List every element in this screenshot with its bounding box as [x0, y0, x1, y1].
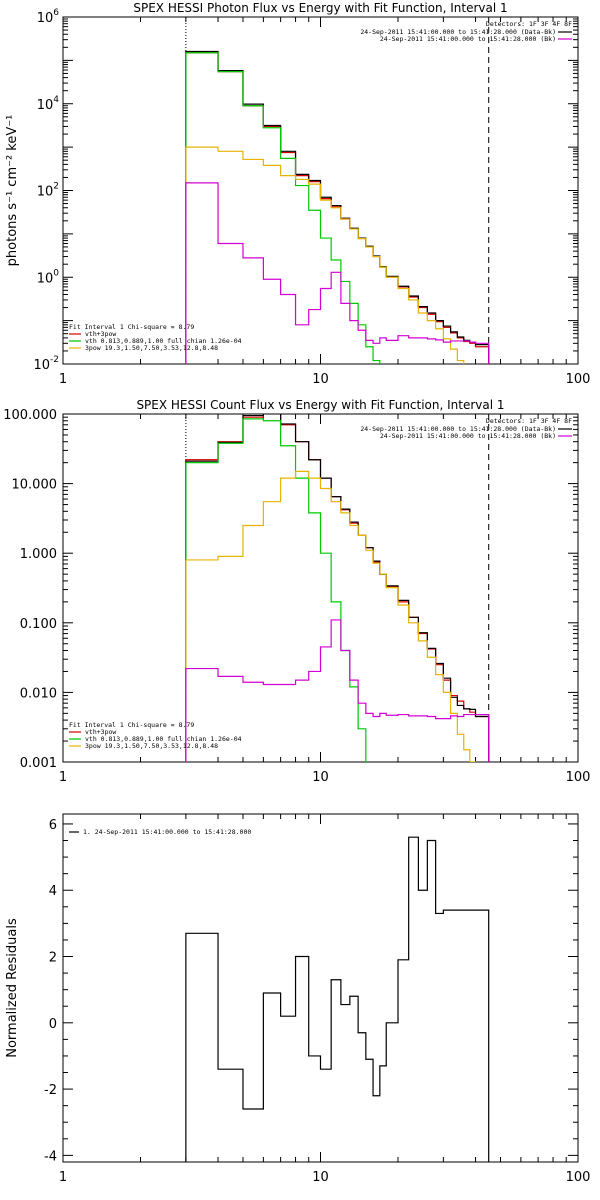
y-tick-label: 0.001	[20, 756, 57, 771]
y-tick-label-exp: 6	[53, 8, 59, 18]
y-tick-label-base: 10	[33, 358, 50, 373]
legend-entry: 24-Sep-2011 15:41:00.000 to 15:41:28.000…	[360, 28, 556, 36]
chart-panel-2: SPEX HESSI Count Flux vs Energy with Fit…	[3, 398, 591, 785]
y-tick-label-exp: 0	[53, 268, 59, 278]
fit-legend-entry: 3pow 19.3,1.50,7.50,3.53,12.8,8.48	[85, 742, 218, 750]
fit-legend-entry: vth 0.813,0.889,1.00 full chian 1.26e-04	[85, 735, 242, 743]
x-tick-label: 1	[59, 1170, 67, 1185]
legend-entry: 24-Sep-2011 15:41:00.000 to 15:41:28.000…	[380, 35, 556, 43]
series-line-2	[185, 50, 490, 364]
series-line-3	[185, 418, 367, 762]
x-tick-label: 100	[566, 770, 591, 785]
y-tick-label-exp: -2	[50, 355, 59, 365]
chart-title: SPEX HESSI Photon Flux vs Energy with Fi…	[133, 1, 507, 15]
y-tick-label: 104	[37, 95, 60, 113]
fit-legend-entry: 3pow 19.3,1.50,7.50,3.53,12.8,8.48	[85, 344, 218, 352]
legend-header: Detectors: 1F 3F 4F 8F	[486, 20, 572, 28]
y-tick-label: 4	[49, 884, 57, 899]
y-axis-label: Normalized Residuals	[5, 918, 20, 1058]
series-line-5	[185, 182, 490, 364]
y-tick-label-base: 10	[37, 11, 54, 26]
y-tick-label: 100	[37, 268, 60, 286]
series-line-3	[185, 52, 381, 364]
x-tick-label: 1	[59, 770, 67, 785]
y-tick-label-base: 10	[37, 185, 54, 200]
x-tick-label: 100	[566, 1170, 591, 1185]
legend-header: Detectors: 1F 3F 4F 8F	[486, 417, 572, 425]
y-tick-label-base: 10	[37, 98, 54, 113]
x-tick-label: 100	[566, 372, 591, 387]
y-tick-label: 1.000	[20, 547, 57, 562]
y-tick-label: 2	[49, 951, 57, 966]
series-line-4	[185, 146, 465, 364]
legend-entry: 24-Sep-2011 15:41:00.000 to 15:41:28.000…	[380, 432, 556, 440]
legend-entry: 1. 24-Sep-2011 15:41:00.000 to 15:41:28.…	[83, 828, 251, 836]
fit-legend-header: Fit Interval 1 Chi-square = 8.79	[69, 323, 194, 331]
y-tick-label-exp: 4	[53, 95, 59, 105]
x-tick-label: 10	[312, 1170, 329, 1185]
y-tick-label: -2	[44, 1083, 57, 1098]
series-line-2	[185, 414, 490, 762]
series-group	[185, 414, 490, 762]
y-tick-label: 0.100	[20, 617, 57, 632]
series-line-4	[185, 470, 477, 762]
series-line-5	[185, 619, 490, 762]
y-tick-label: 106	[37, 8, 60, 26]
fit-legend-header: Fit Interval 1 Chi-square = 8.79	[69, 721, 194, 729]
y-tick-label: 100.000	[3, 408, 57, 423]
legend-entry: 24-Sep-2011 15:41:00.000 to 15:41:28.000…	[360, 425, 556, 433]
y-tick-label-exp: 2	[53, 182, 59, 192]
y-tick-label: -4	[44, 1149, 57, 1164]
y-tick-label: 6	[49, 818, 57, 833]
series-line-1	[185, 836, 490, 1162]
y-tick-label: 10.000	[12, 478, 58, 493]
x-tick-label: 10	[312, 372, 329, 387]
series-group	[185, 836, 490, 1162]
series-line-1	[185, 414, 490, 762]
x-tick-label: 1	[59, 372, 67, 387]
chart-panel-3: 1 10 100 -4 -2 0 2 4 6 Normalized Residuals 1. 24-…	[5, 813, 591, 1185]
fit-legend-entry: vth+3pow	[85, 330, 116, 338]
y-tick-label: 0.010	[20, 686, 57, 701]
series-group	[185, 50, 490, 364]
chart-panel-1: SPEX HESSI Photon Flux vs Energy with Fi…	[5, 1, 591, 387]
plot-frame	[62, 813, 579, 1163]
fit-legend-entry: vth 0.813,0.889,1.00 full chian 1.26e-04	[85, 337, 242, 345]
chart-title: SPEX HESSI Count Flux vs Energy with Fit…	[136, 398, 504, 412]
x-tick-label: 10	[312, 770, 329, 785]
y-tick-label: 10-2	[33, 355, 59, 373]
y-tick-label: 102	[37, 182, 59, 200]
fit-legend-entry: vth+3pow	[85, 728, 116, 736]
y-axis-label: photons s⁻¹ cm⁻² keV⁻¹	[5, 115, 20, 267]
y-tick-label-base: 10	[37, 271, 54, 286]
y-tick-label: 0	[49, 1017, 57, 1032]
